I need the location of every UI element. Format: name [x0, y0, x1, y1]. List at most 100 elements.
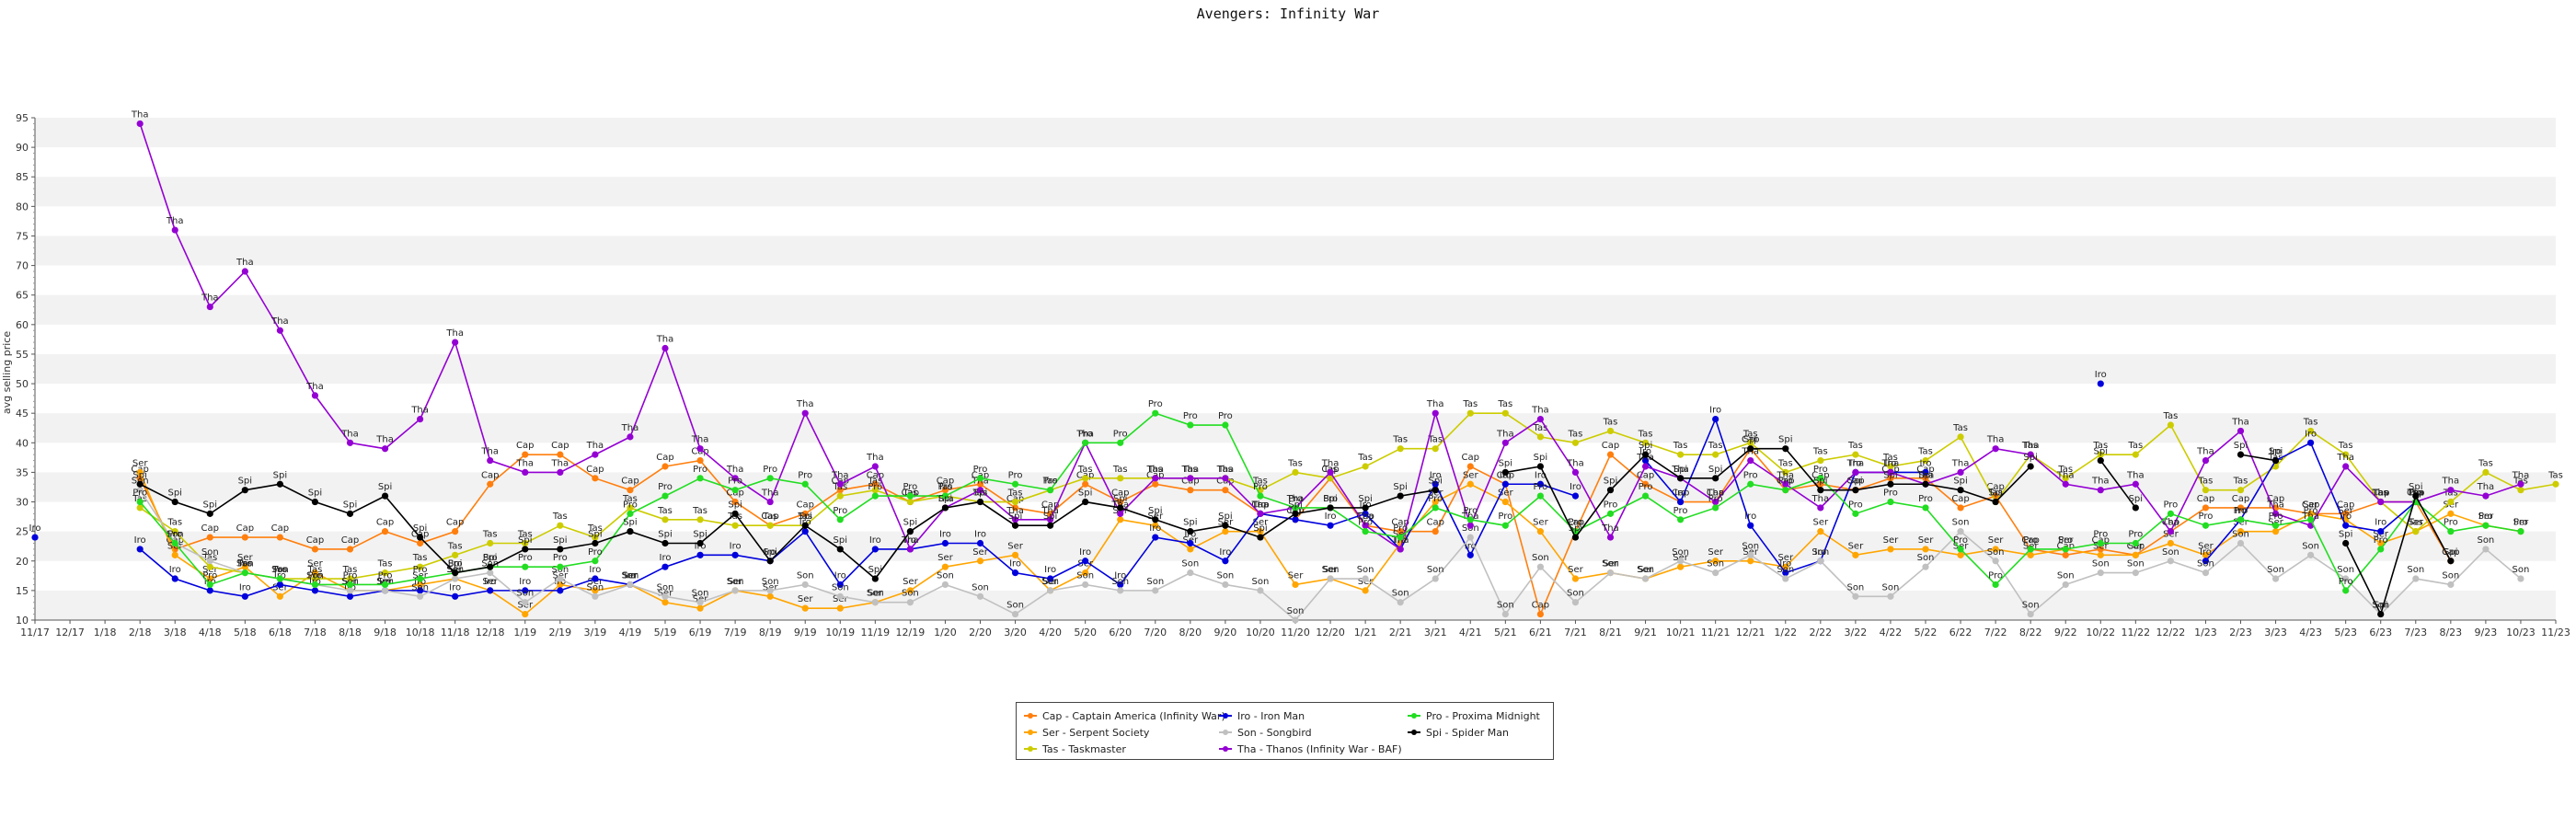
point-label: Spi: [1639, 441, 1652, 451]
data-point: [2412, 575, 2420, 582]
point-label: Ser: [937, 553, 954, 563]
point-label: Ser: [1533, 518, 1549, 528]
point-label: Son: [2197, 559, 2214, 569]
point-label: Tas: [1462, 399, 1478, 409]
point-label: Spi: [308, 489, 322, 499]
point-label: Pro: [2023, 535, 2038, 546]
point-label: Iro: [1254, 500, 1266, 510]
point-label: Pro: [1358, 518, 1373, 528]
data-point: [1466, 409, 1474, 417]
data-point: [836, 516, 844, 523]
series-spi: Spi Spi Spi Spi Spi Spi Spi Spi Spi Spi Spi Spi Spi S…: [132, 435, 2458, 618]
point-label: Spi: [834, 535, 847, 546]
point-label: Son: [762, 577, 779, 587]
point-label: Spi: [238, 477, 252, 487]
point-label: Spi: [1499, 458, 1512, 468]
point-label: Son: [2057, 570, 2075, 581]
data-point: [1152, 534, 1159, 541]
x-tick-label: 11/17: [20, 627, 50, 638]
data-point: [766, 592, 774, 600]
data-point: [2342, 539, 2350, 547]
point-label: Pro: [1253, 482, 1268, 492]
x-tick-label: 1/22: [1774, 627, 1797, 638]
x-tick-label: 12/20: [1316, 627, 1345, 638]
point-label: Pro: [588, 547, 603, 558]
point-label: Son: [411, 582, 429, 592]
point-label: Tas: [762, 512, 777, 522]
point-label: Pro: [202, 570, 217, 581]
point-label: Tha: [515, 458, 534, 468]
point-label: Tas: [1112, 465, 1128, 475]
point-label: Tha: [1881, 458, 1900, 468]
data-point: [1992, 498, 1999, 506]
data-point: [661, 344, 669, 352]
data-point: [241, 569, 248, 577]
point-label: Iro: [1884, 458, 1896, 468]
data-point: [346, 439, 354, 446]
data-point: [311, 587, 319, 594]
point-label: Son: [2477, 535, 2494, 546]
data-point: [381, 587, 389, 594]
data-point: [592, 451, 599, 458]
grid-band: [35, 236, 2556, 266]
data-point: [1362, 504, 1369, 512]
data-point: [627, 487, 634, 494]
point-label: Son: [1672, 547, 1689, 558]
data-point: [1011, 480, 1019, 488]
data-point: [136, 498, 144, 506]
data-point: [1152, 516, 1159, 523]
data-point: [2097, 451, 2104, 458]
point-label: Son: [832, 582, 849, 592]
point-label: Cap: [201, 523, 219, 534]
data-point: [1117, 510, 1124, 517]
point-label: Cap: [376, 518, 394, 528]
point-label: Tas: [1638, 429, 1653, 439]
data-point: [1501, 439, 1509, 446]
data-point: [2237, 487, 2245, 494]
data-point: [2202, 504, 2210, 512]
point-label: Tas: [1882, 453, 1898, 463]
point-label: Son: [1322, 565, 1340, 575]
point-label: Pro: [623, 500, 638, 510]
data-point: [1257, 510, 1264, 517]
point-label: Spi: [1078, 489, 1092, 499]
y-tick-label: 85: [16, 171, 29, 183]
data-point: [661, 516, 669, 523]
data-point: [346, 510, 354, 517]
point-label: Ser: [1007, 541, 1024, 551]
data-point: [1852, 551, 1859, 558]
point-label: Tas: [482, 529, 498, 539]
y-tick-label: 55: [16, 349, 29, 361]
data-point: [1677, 558, 1685, 565]
point-label: Pro: [903, 482, 917, 492]
point-label: Son: [1181, 559, 1199, 569]
data-point: [1817, 480, 1824, 488]
x-tick-label: 4/23: [2299, 627, 2322, 638]
data-point: [696, 599, 704, 606]
point-label: Iro: [1114, 570, 1126, 581]
data-point: [1957, 546, 1964, 553]
point-label: Tas: [2198, 477, 2214, 487]
point-label: Tas: [937, 482, 953, 492]
point-label: Iro: [2095, 370, 2107, 380]
point-label: Tha: [1356, 512, 1374, 522]
x-tick-label: 1/23: [2194, 627, 2217, 638]
data-point: [2097, 380, 2104, 387]
x-tick-label: 5/19: [654, 627, 677, 638]
data-point: [801, 581, 809, 589]
legend-swatch: [1024, 711, 1037, 720]
data-point: [1641, 575, 1650, 582]
data-point: [1571, 599, 1580, 606]
legend-item: Ser - Serpent Society: [1024, 725, 1149, 740]
data-point: [1397, 546, 1404, 553]
data-point: [2237, 427, 2245, 435]
point-label: Son: [902, 589, 919, 599]
point-label: Cap: [867, 470, 884, 480]
legend-swatch: [1408, 711, 1420, 720]
point-label: Spi: [2269, 447, 2283, 457]
data-point: [1187, 475, 1194, 482]
data-point: [2097, 487, 2104, 494]
legend-label: Tha - Thanos (Infinity War - BAF): [1237, 742, 1402, 755]
data-point: [1536, 463, 1544, 470]
data-point: [592, 539, 599, 547]
